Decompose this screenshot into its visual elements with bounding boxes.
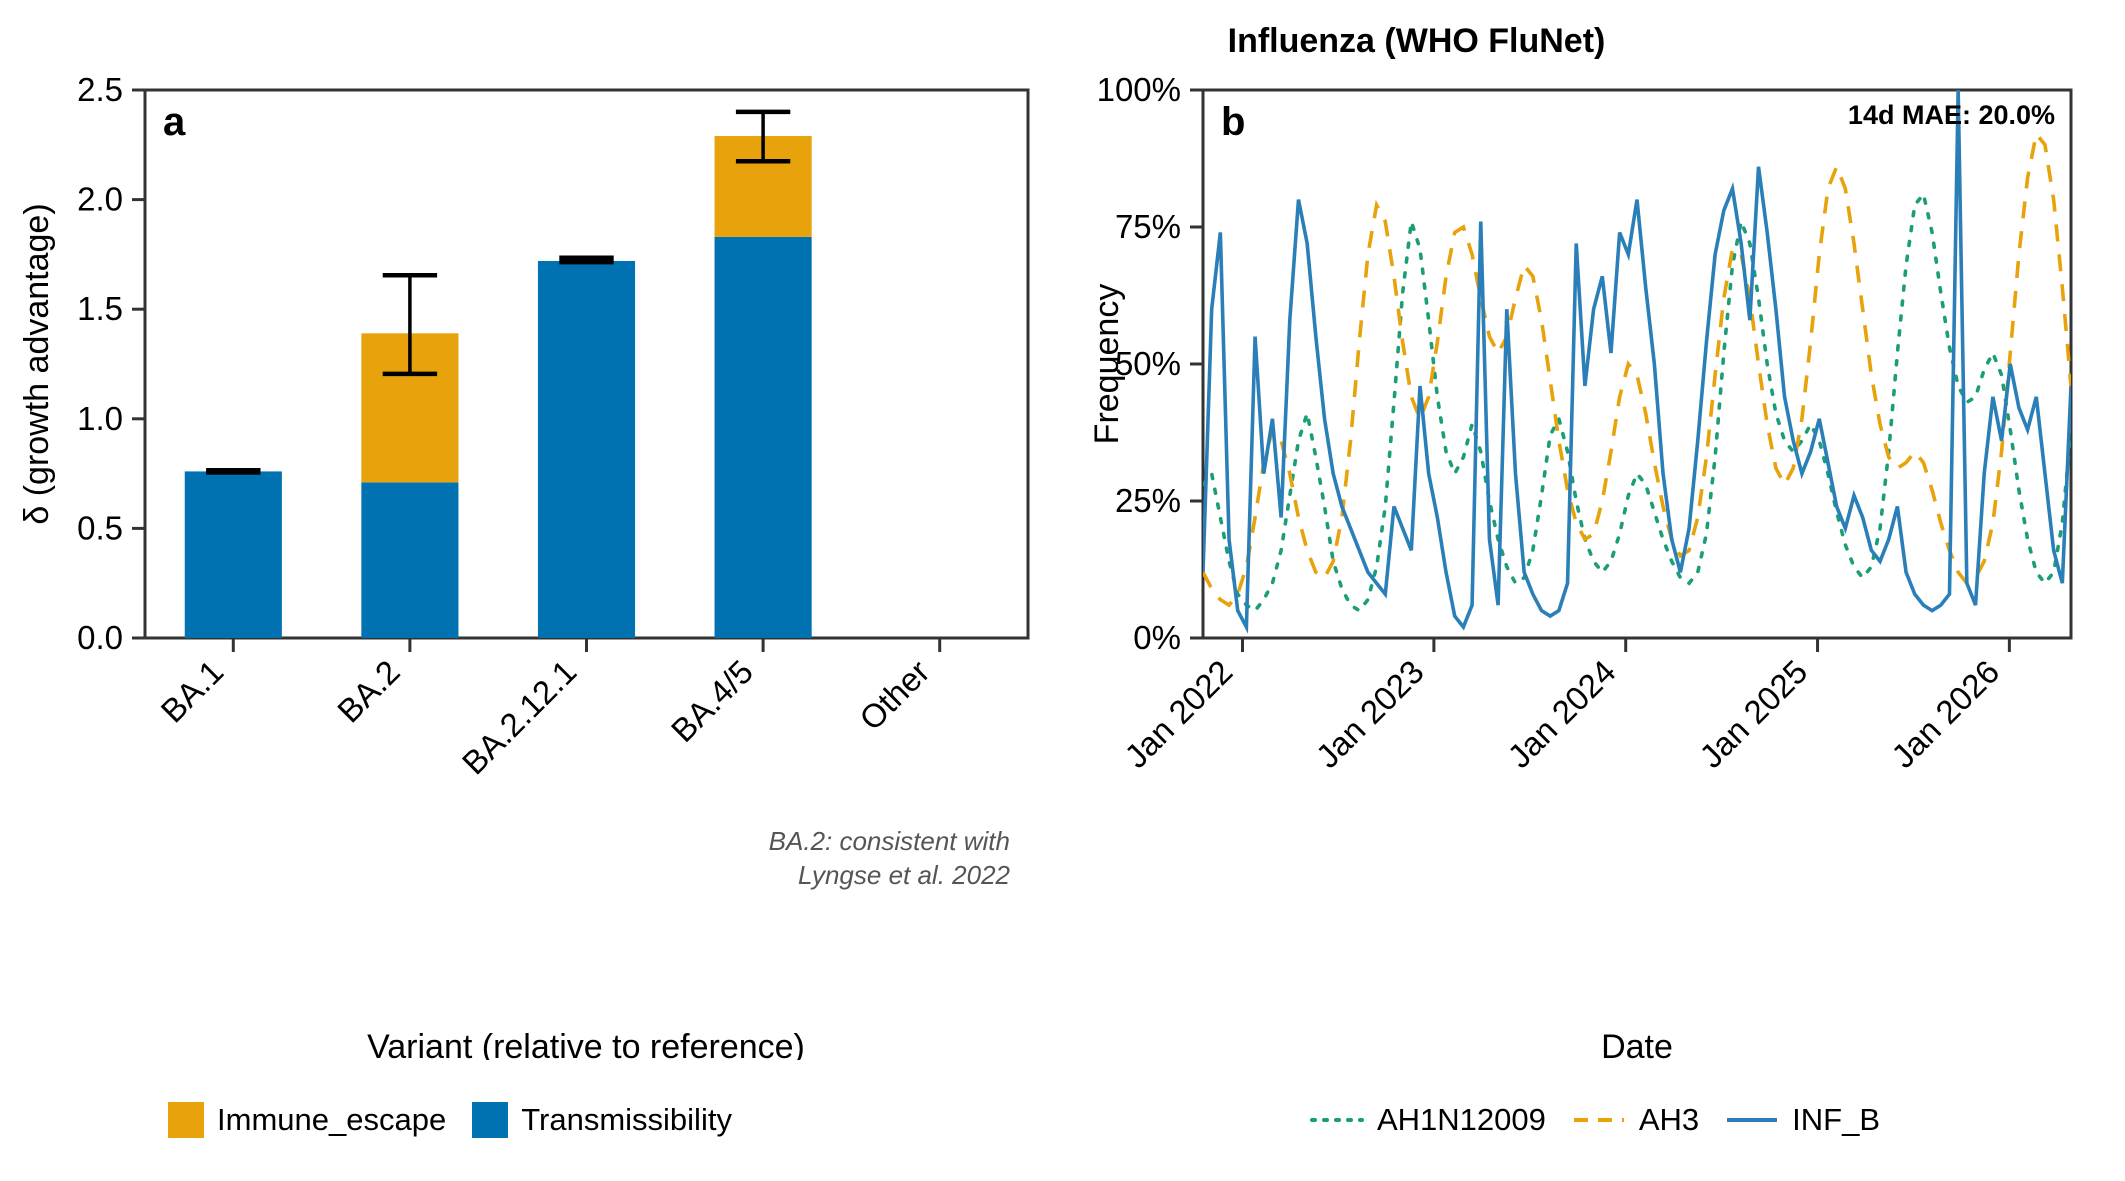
- legend-label-immune-escape: Immune_escape: [217, 1102, 447, 1137]
- x-tick-label: BA.4/5: [664, 653, 760, 749]
- series-line-ah3: [1203, 129, 2071, 608]
- x-tick-label: Jan 2025: [1692, 653, 1814, 775]
- y-tick-label: 0.5: [77, 509, 123, 546]
- y-tick-label: 100%: [1097, 71, 1181, 108]
- panel-a-annotation-line1: BA.2: consistent with: [769, 826, 1010, 856]
- x-tick-label: Other: [852, 653, 937, 738]
- legend-item-ah3[interactable]: AH3: [1572, 1102, 1699, 1138]
- panel-a: 0.0 0.5 1.0 1.5 2.0 2.5 BA.1 BA.2 BA.2.12.1 BA.4…: [0, 0, 1060, 1181]
- panel-b-y-axis-title: Frequency: [1088, 284, 1126, 445]
- legend-label-transmissibility: Transmissibility: [521, 1102, 732, 1137]
- x-tick-label: BA.1: [153, 653, 230, 730]
- bar-segment: [714, 236, 812, 638]
- legend-line-ah3: [1573, 1118, 1624, 1122]
- legend-swatch-transmissibility: [472, 1102, 509, 1138]
- y-tick-label: 1.5: [77, 290, 123, 327]
- x-tick-label: BA.2.12.1: [455, 653, 584, 782]
- y-tick-label: 0.0: [77, 619, 123, 656]
- panel-a-bars: [184, 136, 812, 638]
- x-tick-label: Jan 2026: [1884, 653, 2006, 775]
- y-tick-label: 2.0: [77, 181, 123, 218]
- y-tick-label: 0%: [1133, 619, 1181, 656]
- legend-swatch-immune-escape: [168, 1102, 205, 1138]
- legend-item-transmissibility[interactable]: Transmissibility: [472, 1102, 732, 1138]
- x-tick-label: Jan 2023: [1309, 653, 1431, 775]
- panel-a-x-axis-title: Variant (relative to reference): [367, 1028, 805, 1060]
- panel-a-y-axis: 0.0 0.5 1.0 1.5 2.0 2.5: [77, 71, 145, 656]
- y-tick-label: 1.0: [77, 400, 123, 437]
- legend-item-immune-escape[interactable]: Immune_escape: [168, 1102, 446, 1138]
- y-tick-label: 2.5: [77, 71, 123, 108]
- panel-b-x-axis-title: Date: [1601, 1028, 1673, 1060]
- series-line-ah1n12009: [1203, 190, 2071, 613]
- x-tick-label: BA.2: [330, 653, 407, 730]
- legend-label-ah3: AH3: [1638, 1102, 1700, 1137]
- panel-b-title: Influenza (WHO FluNet): [1227, 22, 1606, 60]
- bar-segment: [184, 471, 282, 638]
- panel-a-annotation-line2: Lyngse et al. 2022: [798, 860, 1011, 890]
- panel-a-x-axis: BA.1 BA.2 BA.2.12.1 BA.4/5 Other: [153, 638, 942, 782]
- y-tick-label: 50%: [1115, 345, 1181, 382]
- panel-b-x-axis: Jan 2022 Jan 2023 Jan 2024 Jan 2025 Jan 2026: [1117, 638, 2011, 775]
- panel-a-legend: Immune_escape Transmissibility: [0, 1095, 900, 1145]
- panel-b-plot: 0% 25% 50% 75% 100% Jan 2022 Jan 2023 Jan 2024…: [1088, 71, 2073, 1060]
- panel-b-plot-frame: [1201, 88, 2073, 640]
- legend-line-ah1n12009: [1309, 1118, 1364, 1122]
- panel-a-tag: a: [163, 100, 186, 144]
- bar-segment: [361, 482, 459, 638]
- panel-b-legend: AH1N12009 AH3 INF_B: [1130, 1095, 2060, 1145]
- panel-b: Influenza (WHO FluNet) 0% 25% 50% 75% 100% J…: [1060, 0, 2125, 1181]
- y-tick-label: 75%: [1115, 208, 1181, 245]
- panel-a-y-axis-title: δ (growth advantage): [18, 203, 56, 524]
- legend-item-ah1n12009[interactable]: AH1N12009: [1309, 1102, 1546, 1138]
- x-tick-label: Jan 2024: [1500, 653, 1622, 775]
- panel-a-error-bars: [206, 109, 791, 475]
- panel-b-series-lines: [1203, 90, 2071, 634]
- series-line-inf_b: [1203, 90, 2071, 634]
- panel-b-mae-note: 14d MAE: 20.0%: [1848, 100, 2055, 130]
- legend-line-inf-b: [1727, 1118, 1778, 1122]
- panel-b-tag: b: [1221, 100, 1245, 144]
- panel-a-plot: 0.0 0.5 1.0 1.5 2.0 2.5 BA.1 BA.2 BA.2.12.1 BA.4…: [18, 71, 1030, 1060]
- x-tick-label: Jan 2022: [1117, 653, 1239, 775]
- bar-segment: [537, 260, 636, 638]
- panel-b-y-axis: 0% 25% 50% 75% 100%: [1097, 71, 1203, 656]
- legend-item-inf-b[interactable]: INF_B: [1725, 1102, 1880, 1138]
- y-tick-label: 25%: [1115, 482, 1181, 519]
- legend-label-ah1n12009: AH1N12009: [1376, 1102, 1546, 1137]
- legend-label-inf-b: INF_B: [1792, 1102, 1881, 1137]
